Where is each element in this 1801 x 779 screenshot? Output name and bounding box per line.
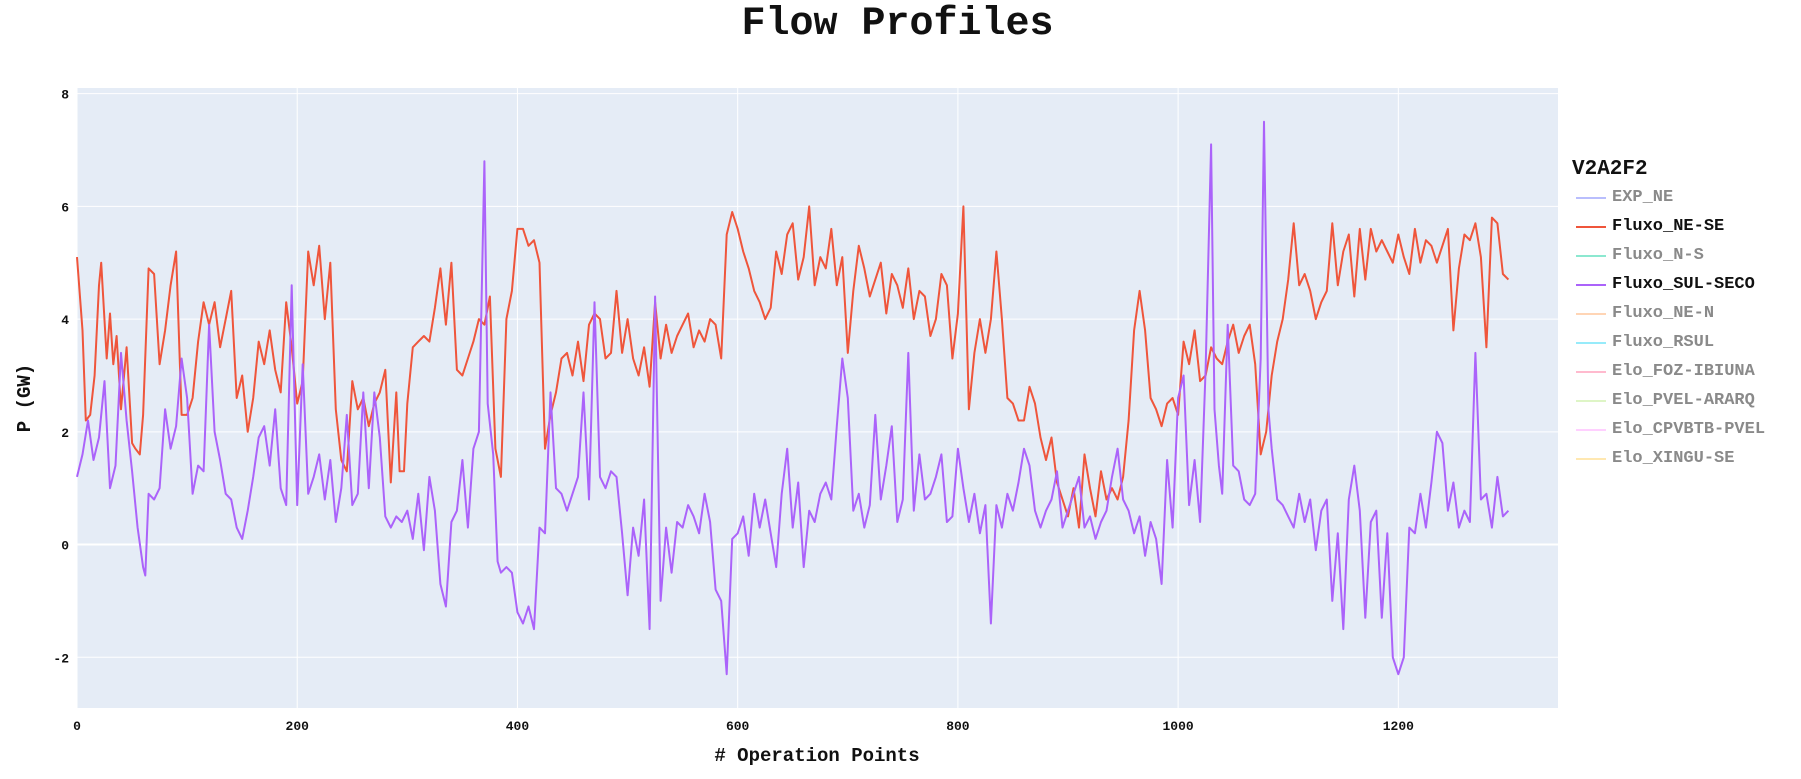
legend-item-fluxo-rsul[interactable]: Fluxo_RSUL bbox=[1572, 328, 1797, 357]
legend-title: V2A2F2 bbox=[1572, 158, 1648, 181]
x-tick-label: 600 bbox=[726, 719, 750, 734]
x-tick-label: 1200 bbox=[1383, 719, 1414, 734]
plot-background bbox=[77, 88, 1558, 708]
legend-swatch bbox=[1576, 312, 1606, 315]
legend-label: EXP_NE bbox=[1612, 188, 1674, 207]
legend-label: Elo_CPVBTB-PVEL bbox=[1612, 420, 1766, 439]
legend-label: Fluxo_NE-SE bbox=[1612, 217, 1725, 236]
x-tick-label: 400 bbox=[506, 719, 530, 734]
legend-item-elo-pvel-ararq[interactable]: Elo_PVEL-ARARQ bbox=[1572, 386, 1797, 415]
legend-swatch bbox=[1576, 399, 1606, 402]
x-axis-title: # Operation Points bbox=[714, 745, 919, 767]
y-axis-title: P (GW) bbox=[14, 364, 36, 432]
legend-swatch bbox=[1576, 341, 1606, 344]
legend-item-fluxo-sul-seco[interactable]: Fluxo_SUL-SECO bbox=[1572, 270, 1797, 299]
x-tick-label: 0 bbox=[73, 719, 81, 734]
chart-title: Flow Profiles bbox=[741, 2, 1054, 47]
legend-swatch bbox=[1576, 457, 1606, 460]
legend-swatch bbox=[1576, 225, 1606, 228]
legend-label: Fluxo_N-S bbox=[1612, 246, 1704, 265]
legend-item-elo-cpvbtb-pvel[interactable]: Elo_CPVBTB-PVEL bbox=[1572, 415, 1797, 444]
gridlines bbox=[76, 88, 1558, 708]
legend-label: Elo_XINGU-SE bbox=[1612, 449, 1735, 468]
y-tick-label: 4 bbox=[61, 313, 69, 328]
legend-item-fluxo-n-s[interactable]: Fluxo_N-S bbox=[1572, 241, 1797, 270]
legend-label: Fluxo_NE-N bbox=[1612, 304, 1715, 323]
legend-swatch bbox=[1576, 428, 1606, 431]
legend-item-fluxo-ne-n[interactable]: Fluxo_NE-N bbox=[1572, 299, 1797, 328]
y-tick-label: 2 bbox=[61, 426, 69, 441]
series-lines bbox=[76, 120, 1510, 676]
legend-label: Elo_FOZ-IBIUNA bbox=[1612, 362, 1755, 381]
legend-item-elo-xingu-se[interactable]: Elo_XINGU-SE bbox=[1572, 444, 1797, 473]
legend-label: Fluxo_RSUL bbox=[1612, 333, 1715, 352]
legend-item-exp-ne[interactable]: EXP_NE bbox=[1572, 183, 1797, 212]
legend-items: EXP_NE Fluxo_NE-SE Fluxo_N-S Fluxo_SUL-SECO… bbox=[1572, 183, 1797, 473]
x-tick-label: 200 bbox=[286, 719, 310, 734]
y-tick-label: 0 bbox=[61, 539, 69, 554]
legend-label: Elo_PVEL-ARARQ bbox=[1612, 391, 1755, 410]
legend-item-elo-foz-ibiuna[interactable]: Elo_FOZ-IBIUNA bbox=[1572, 357, 1797, 386]
y-tick-label: 6 bbox=[61, 200, 69, 215]
legend: V2A2F2 EXP_NE Fluxo_NE-SE Fluxo_N-S Fluxo_S… bbox=[1572, 158, 1797, 473]
legend-swatch bbox=[1576, 283, 1606, 286]
x-tick-label: 1000 bbox=[1163, 719, 1194, 734]
y-tick-label: 8 bbox=[61, 88, 69, 103]
legend-swatch bbox=[1576, 370, 1606, 373]
x-tick-label: 800 bbox=[946, 719, 970, 734]
legend-swatch bbox=[1576, 254, 1606, 257]
series-line-fluxo-sul-seco bbox=[76, 120, 1510, 676]
series-line-fluxo-ne-se bbox=[76, 205, 1510, 529]
legend-swatch bbox=[1576, 196, 1606, 199]
y-tick-label: -2 bbox=[53, 651, 69, 666]
tick-labels: 0 200 400 600 800 1000 1200 -2 0 2 4 6 8 bbox=[53, 88, 1414, 734]
legend-item-fluxo-ne-se[interactable]: Fluxo_NE-SE bbox=[1572, 212, 1797, 241]
legend-label: Fluxo_SUL-SECO bbox=[1612, 275, 1755, 294]
